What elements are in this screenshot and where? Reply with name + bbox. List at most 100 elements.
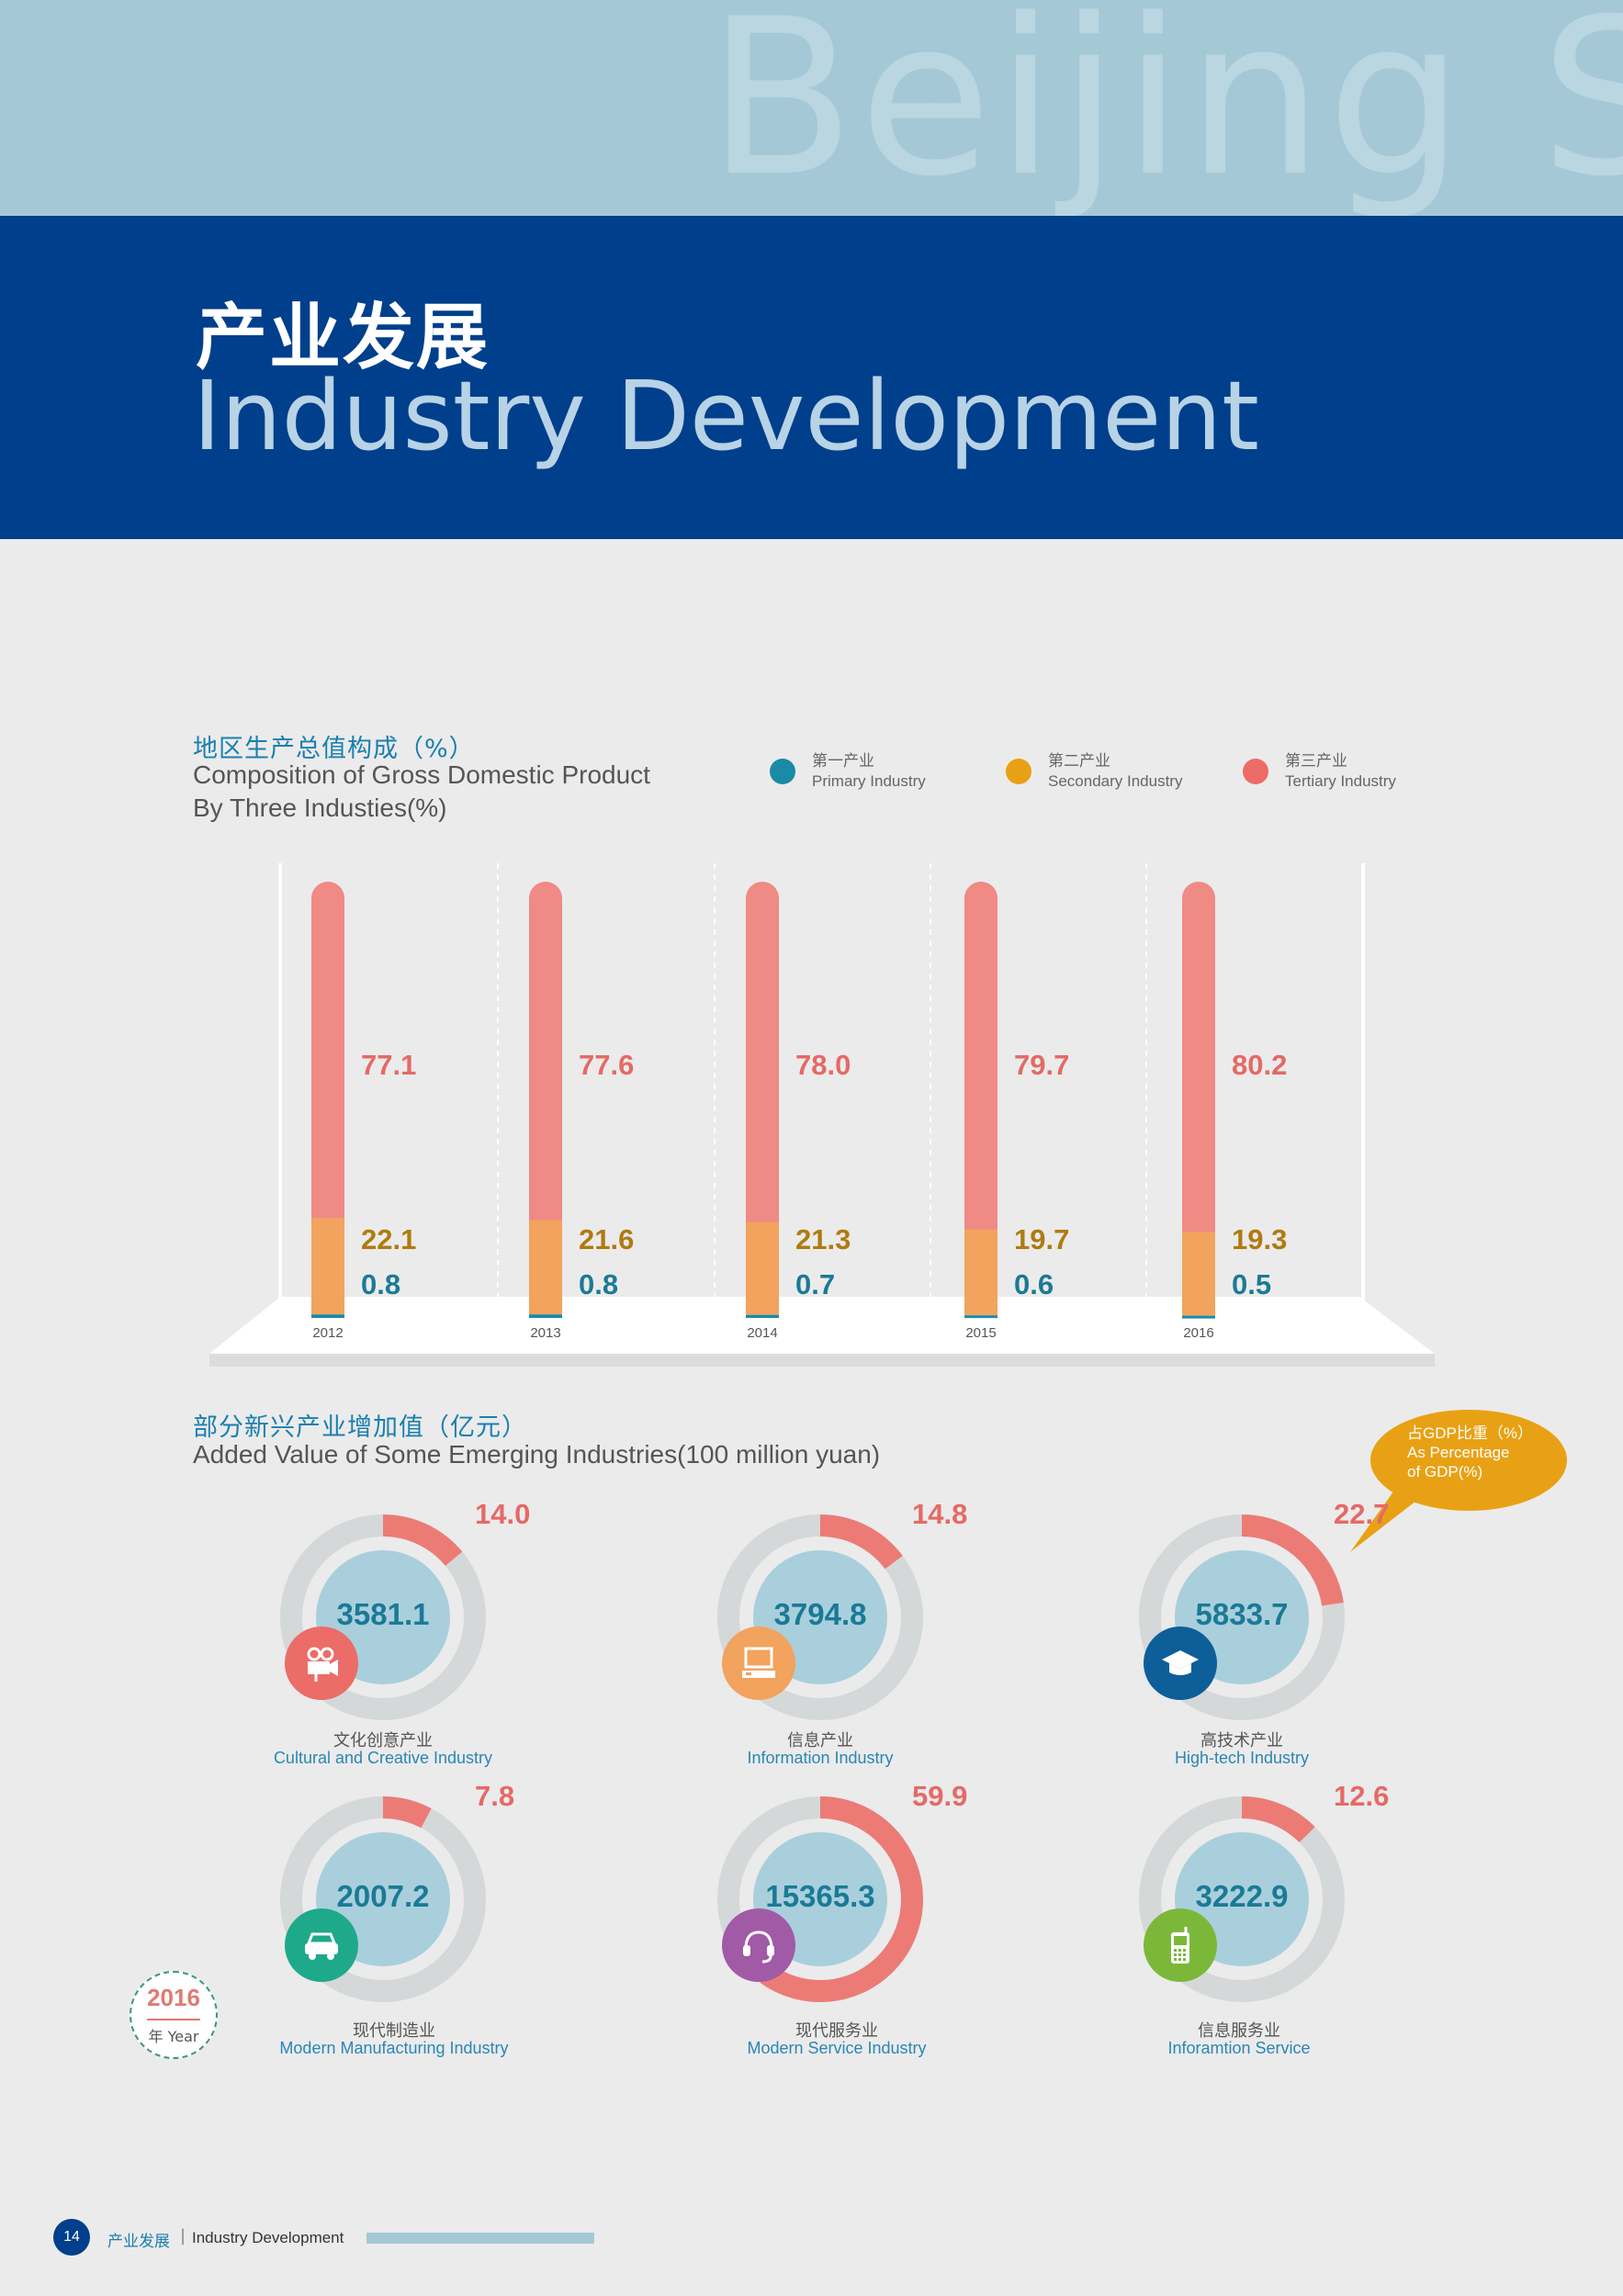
- legend-primary-en: Primary Industry: [812, 772, 926, 790]
- year-badge-number: 2016: [147, 1984, 200, 2011]
- donut-arc: [382, 1514, 463, 1567]
- gdp-title-en-1: Composition of Gross Domestic Product: [193, 760, 650, 789]
- chart-floor: [209, 1297, 1435, 1354]
- gdp-title-cn: 地区生产总值构成（%）: [193, 735, 475, 763]
- industry-label-cn: 现代服务业: [795, 2021, 878, 2041]
- industry-label-cn: 信息产业: [787, 1731, 853, 1750]
- donut-value: 5833.7: [1195, 1597, 1289, 1631]
- bar-label-secondary: 21.6: [579, 1223, 634, 1255]
- bar-label-secondary: 19.7: [1014, 1223, 1069, 1255]
- header-band: Beijing Sta: [0, 0, 1623, 216]
- bar-tertiary: [311, 882, 344, 1235]
- bar-secondary: [746, 1221, 779, 1315]
- legend-dot-primary: [770, 759, 795, 784]
- donut-percent: 7.8: [475, 1780, 515, 1812]
- legend-secondary-en: Secondary Industry: [1048, 772, 1183, 790]
- donut-arc: [760, 1796, 923, 2002]
- page-title-en: Industry Development: [193, 360, 1259, 472]
- emerging-title-cn: 部分新兴产业增加值（亿元）: [193, 1413, 527, 1442]
- donut-percent: 22.7: [1334, 1498, 1390, 1530]
- bubble-text: 占GDP比重（%） As Percentage of GDP(%): [1407, 1424, 1533, 1481]
- industry-label-en: Modern Manufacturing Industry: [279, 2039, 509, 2057]
- page-number: 14: [53, 2219, 90, 2256]
- headset-icon: [722, 1908, 795, 1982]
- year-badge-divider: [147, 2019, 200, 2020]
- bar-tertiary: [746, 882, 779, 1239]
- bar-primary: [964, 1315, 997, 1319]
- bar-primary: [1182, 1315, 1215, 1319]
- bar-label-tertiary: 77.6: [579, 1049, 634, 1081]
- computer-icon: [722, 1626, 795, 1700]
- bar-label-primary: 0.8: [579, 1268, 618, 1300]
- bar-primary: [746, 1314, 779, 1318]
- bar-label-tertiary: 80.2: [1232, 1049, 1287, 1081]
- industry-label-cn: 文化创意产业: [333, 1731, 433, 1750]
- donut-arc: [1241, 1514, 1344, 1606]
- industry-label-en: Information Industry: [747, 1749, 894, 1767]
- donut-percent: 12.6: [1334, 1780, 1390, 1812]
- bar-tertiary: [964, 882, 997, 1246]
- bar-secondary: [311, 1218, 344, 1315]
- legend-primary: 第一产业 Primary Industry: [770, 751, 926, 792]
- gdp-title-en-2: By Three Industies(%): [193, 793, 447, 822]
- bar-tertiary: [1182, 882, 1215, 1248]
- bar-label-secondary: 22.1: [361, 1223, 416, 1255]
- year-badge: [130, 1971, 218, 2059]
- bubble-line1: 占GDP比重（%）: [1407, 1424, 1533, 1442]
- bar-secondary: [1182, 1231, 1215, 1316]
- gdp-composition-chart: 77.1 22.1 0.8 2012 77.6 21.6 0.8 2013 78.0 21.3 0.…: [209, 863, 1435, 1367]
- bubble-line2: As Percentage: [1407, 1444, 1510, 1461]
- emerging-title-en: Added Value of Some Emerging Industries(…: [193, 1440, 881, 1469]
- industry-label-cn: 现代制造业: [353, 2021, 435, 2041]
- industry-label-cn: 高技术产业: [1200, 1731, 1283, 1750]
- bubble-tail: [1350, 1488, 1433, 1552]
- legend-tertiary-en: Tertiary Industry: [1285, 772, 1396, 790]
- bar-label-primary: 0.8: [361, 1268, 400, 1300]
- industry-label-en: Modern Service Industry: [747, 2039, 927, 2057]
- donut-percent: 14.0: [475, 1498, 531, 1530]
- x-tick-label: 2013: [530, 1325, 560, 1341]
- donut-percent: 14.8: [912, 1498, 968, 1530]
- donut-percent: 59.9: [912, 1780, 968, 1812]
- footer-section-cn: 产业发展: [107, 2233, 170, 2251]
- movie-camera-icon: [285, 1626, 358, 1700]
- bar-label-secondary: 21.3: [795, 1223, 851, 1255]
- year-badge-label: 年 Year: [148, 2028, 199, 2045]
- donut-value: 3222.9: [1195, 1879, 1289, 1913]
- donut-value: 2007.2: [336, 1879, 430, 1913]
- industry-label-en: High-tech Industry: [1174, 1749, 1310, 1767]
- bar-secondary: [529, 1220, 562, 1315]
- watermark-text: Beijing Sta: [707, 0, 1623, 216]
- industry-label-en: Cultural and Creative Industry: [273, 1749, 493, 1767]
- legend-dot-tertiary: [1243, 759, 1268, 784]
- x-tick-label: 2012: [312, 1325, 343, 1341]
- legend-secondary-cn: 第二产业: [1048, 752, 1110, 770]
- bar-label-primary: 0.6: [1014, 1268, 1054, 1300]
- x-tick-label: 2014: [747, 1325, 777, 1341]
- bar-label-secondary: 19.3: [1232, 1223, 1287, 1255]
- bar-label-primary: 0.7: [795, 1268, 835, 1300]
- bar-label-tertiary: 79.7: [1014, 1049, 1069, 1081]
- graduation-cap-icon: [1144, 1626, 1217, 1700]
- bar-label-tertiary: 78.0: [795, 1049, 851, 1081]
- donut-value: 15365.3: [765, 1879, 875, 1913]
- bar-primary: [529, 1314, 562, 1318]
- footer-bar: [366, 2233, 594, 2244]
- donut-value: 3794.8: [773, 1597, 867, 1631]
- legend-tertiary-cn: 第三产业: [1285, 752, 1347, 770]
- footer-section-en: Industry Development: [192, 2229, 344, 2246]
- bar-label-primary: 0.5: [1232, 1268, 1271, 1300]
- bar-label-tertiary: 77.1: [361, 1049, 416, 1081]
- legend-secondary: 第二产业 Secondary Industry: [1006, 751, 1182, 792]
- car-icon: [285, 1908, 358, 1982]
- mobile-phone-icon: [1144, 1908, 1217, 1982]
- industry-label-cn: 信息服务业: [1198, 2021, 1280, 2041]
- x-tick-label: 2015: [965, 1325, 996, 1341]
- title-band: [0, 216, 1623, 539]
- bar-primary: [311, 1314, 344, 1318]
- gdp-share-bubble: [1370, 1410, 1567, 1511]
- footer-separator: |: [180, 2226, 186, 2245]
- page-title-cn: 产业发展: [196, 297, 490, 379]
- bar-secondary: [964, 1229, 997, 1316]
- x-tick-label: 2016: [1183, 1325, 1213, 1341]
